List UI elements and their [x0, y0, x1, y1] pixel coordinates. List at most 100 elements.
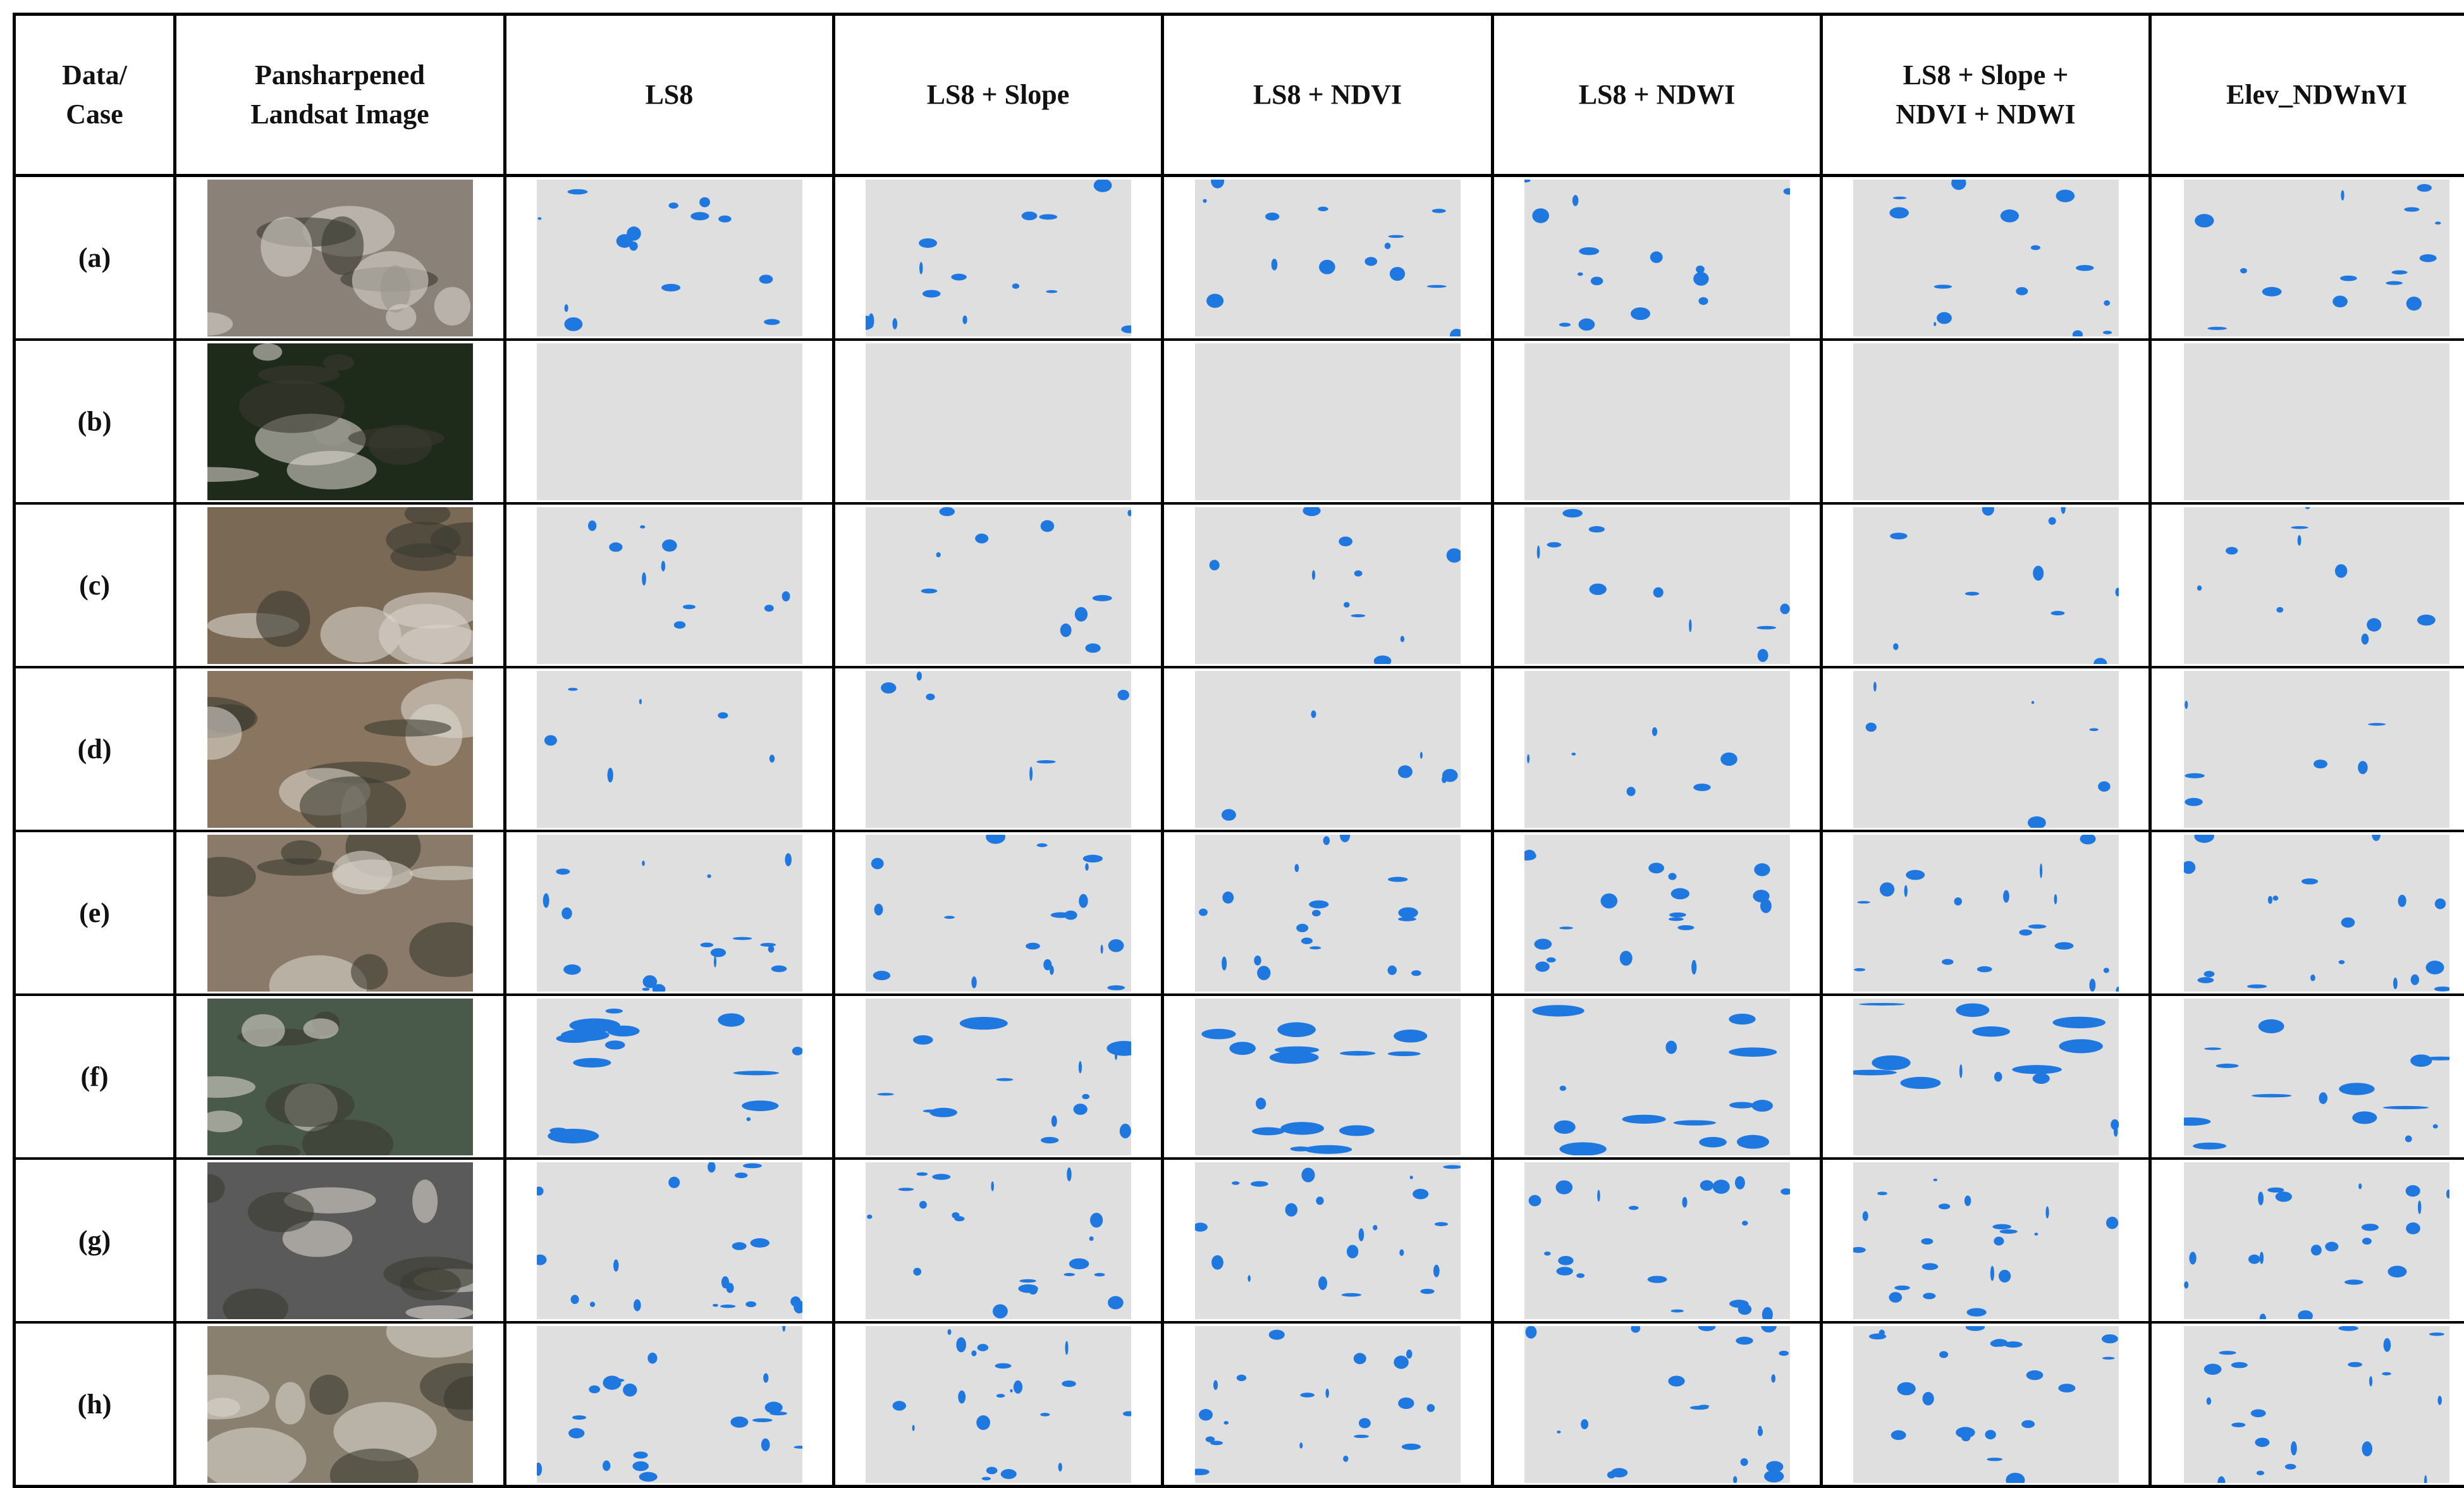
water [1879, 1329, 1884, 1336]
map-bg [2184, 671, 2449, 828]
row-label: (h) [15, 1322, 175, 1487]
water [947, 1329, 951, 1334]
terrain [260, 216, 312, 276]
water [2314, 759, 2327, 768]
water [568, 1428, 584, 1438]
image [2184, 835, 2449, 992]
image-cell [2150, 1159, 2464, 1322]
water [730, 1416, 748, 1427]
image [866, 1326, 1131, 1483]
image [1195, 507, 1461, 664]
water [921, 588, 937, 593]
water [1119, 1123, 1131, 1138]
water [1525, 1326, 1536, 1339]
water [2391, 270, 2407, 274]
water [1653, 587, 1663, 597]
row-label: (g) [15, 1159, 175, 1322]
water [633, 1451, 647, 1458]
image-cell [834, 340, 1163, 503]
map-bg [1853, 343, 2119, 500]
water [1431, 209, 1445, 213]
water [1729, 1047, 1777, 1057]
water [1879, 882, 1894, 896]
water [556, 868, 570, 875]
water [2030, 245, 2040, 250]
image [537, 507, 802, 664]
water [1992, 1224, 2011, 1229]
image [207, 1326, 473, 1483]
water [1021, 211, 1037, 220]
image-cell [1163, 667, 1493, 831]
water [986, 1466, 997, 1474]
water [647, 1352, 657, 1363]
water [1036, 760, 1055, 763]
terrain [247, 1191, 314, 1232]
water [1301, 1167, 1315, 1182]
water [1294, 864, 1299, 872]
water [995, 1363, 1011, 1368]
water [912, 1425, 914, 1431]
image [1853, 999, 2119, 1155]
water [1209, 560, 1219, 570]
water [1578, 318, 1595, 330]
water [2310, 975, 2315, 981]
water [1085, 643, 1100, 653]
water [1100, 944, 1103, 953]
image-cell [505, 1322, 834, 1487]
water [1937, 312, 1952, 324]
water [733, 1071, 778, 1075]
water [2410, 1054, 2432, 1067]
water [2362, 1224, 2379, 1231]
water [1082, 1093, 1089, 1098]
water [936, 552, 940, 557]
water [912, 1035, 933, 1044]
water [1062, 1380, 1076, 1387]
water [1318, 206, 1328, 211]
water [1921, 1238, 1933, 1244]
water [2054, 894, 2057, 904]
image-cell [2150, 995, 2464, 1159]
water [570, 1294, 579, 1304]
water [2348, 1362, 2362, 1367]
water [1693, 784, 1710, 791]
table-row: (g) [15, 1159, 2464, 1322]
water [881, 682, 896, 693]
water [707, 874, 711, 878]
image [866, 835, 1131, 992]
water [690, 212, 709, 220]
water [603, 1460, 610, 1471]
water [561, 907, 572, 919]
water [1562, 508, 1583, 517]
water [764, 605, 773, 612]
water [2045, 1206, 2049, 1218]
water [710, 948, 725, 957]
water [742, 1163, 761, 1168]
water [2398, 894, 2406, 906]
water [2189, 1251, 2196, 1264]
image [2184, 999, 2449, 1155]
image-cell [505, 995, 834, 1159]
image [2184, 507, 2449, 664]
water [2276, 606, 2283, 612]
image-cell [175, 995, 505, 1159]
image [1524, 507, 1790, 664]
image-cell [1493, 995, 1822, 1159]
water [1082, 854, 1102, 862]
image-cell [1493, 340, 1822, 503]
row-label: (c) [15, 503, 175, 667]
water [1532, 208, 1549, 223]
water [1859, 1003, 1905, 1005]
water [2034, 1233, 2038, 1235]
water [919, 238, 937, 247]
water [1050, 912, 1070, 918]
water [1854, 968, 1865, 971]
water [732, 937, 752, 940]
water [781, 591, 790, 601]
water [2185, 773, 2204, 778]
water [2352, 1111, 2377, 1124]
image [1853, 1162, 2119, 1319]
water [1964, 591, 1979, 595]
water [1340, 1050, 1375, 1055]
water [1277, 1022, 1316, 1037]
